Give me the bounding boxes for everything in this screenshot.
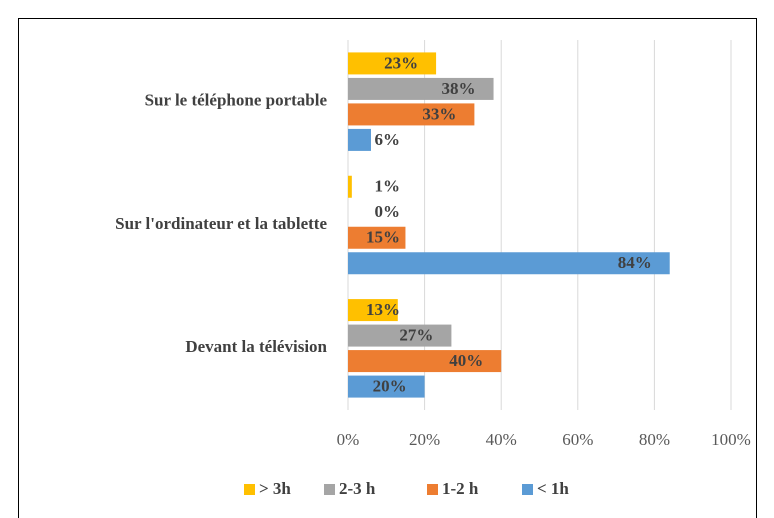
legend-swatch bbox=[427, 484, 438, 495]
x-tick-label: 40% bbox=[486, 430, 517, 449]
legend-swatch bbox=[522, 484, 533, 495]
value-label: 6% bbox=[375, 130, 401, 149]
bar bbox=[348, 324, 452, 347]
x-tick-label: 100% bbox=[711, 430, 751, 449]
value-label: 40% bbox=[449, 351, 483, 370]
legend-label: > 3h bbox=[259, 479, 291, 498]
value-label: 20% bbox=[373, 376, 407, 395]
bar bbox=[348, 350, 502, 373]
bar bbox=[348, 103, 475, 126]
legend-swatch bbox=[244, 484, 255, 495]
x-tick-label: 80% bbox=[639, 430, 670, 449]
value-label: 13% bbox=[366, 300, 400, 319]
x-tick-label: 0% bbox=[337, 430, 360, 449]
category-label: Sur le téléphone portable bbox=[145, 91, 328, 110]
value-label: 33% bbox=[422, 104, 456, 123]
bar bbox=[348, 226, 406, 249]
bar bbox=[348, 128, 371, 151]
legend-swatch bbox=[324, 484, 335, 495]
legend-label: < 1h bbox=[537, 479, 569, 498]
bar bbox=[348, 52, 437, 75]
bar bbox=[348, 77, 494, 100]
value-label: 15% bbox=[366, 228, 400, 247]
value-label: 38% bbox=[442, 79, 476, 98]
bar bbox=[348, 299, 398, 322]
category-label: Sur l'ordinateur et la tablette bbox=[115, 214, 327, 233]
value-label: 0% bbox=[375, 202, 401, 221]
value-label: 84% bbox=[618, 253, 652, 272]
value-label: 27% bbox=[399, 325, 433, 344]
bar bbox=[348, 175, 352, 198]
legend-label: 1-2 h bbox=[442, 479, 479, 498]
value-label: 23% bbox=[384, 53, 418, 72]
x-tick-label: 20% bbox=[409, 430, 440, 449]
category-label: Devant la télévision bbox=[185, 337, 327, 356]
value-label: 1% bbox=[375, 177, 401, 196]
bar bbox=[348, 252, 670, 275]
x-tick-label: 60% bbox=[562, 430, 593, 449]
bar bbox=[348, 375, 425, 398]
legend-label: 2-3 h bbox=[339, 479, 376, 498]
